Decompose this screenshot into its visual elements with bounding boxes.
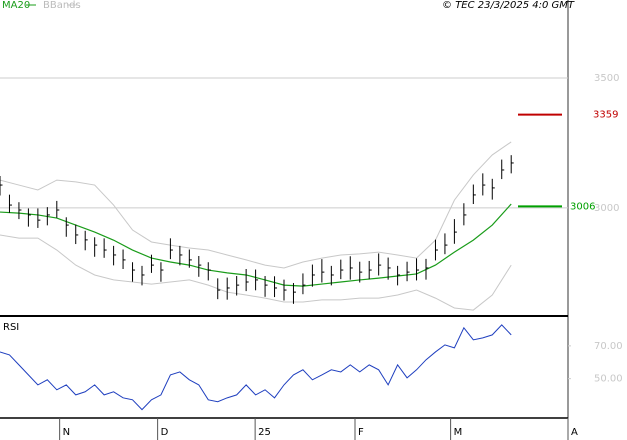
x-tick-label: 25 <box>258 427 271 438</box>
y-tick-label: 3000 <box>594 203 619 214</box>
y-tick-label: 50.00 <box>594 374 623 385</box>
level-label: 3359 <box>593 110 618 121</box>
y-tick-label: 3500 <box>594 73 619 84</box>
panel-title: RSI <box>3 322 19 333</box>
level-label: 3006 <box>570 201 595 212</box>
legend-label: MA20 <box>2 0 30 11</box>
x-tick-label: F <box>358 427 364 438</box>
y-tick-label: 70.00 <box>594 341 623 352</box>
bband-line <box>0 141 512 269</box>
rsi-line <box>0 324 512 411</box>
x-tick-label: M <box>454 427 463 438</box>
credit: © TEC 23/3/2025 4:0 GMT <box>442 0 575 11</box>
x-tick-label: A <box>571 427 578 438</box>
x-tick-label: D <box>161 427 169 438</box>
legend-label: BBands <box>43 0 81 11</box>
bband-line <box>0 234 512 311</box>
x-tick-label: N <box>63 427 70 438</box>
